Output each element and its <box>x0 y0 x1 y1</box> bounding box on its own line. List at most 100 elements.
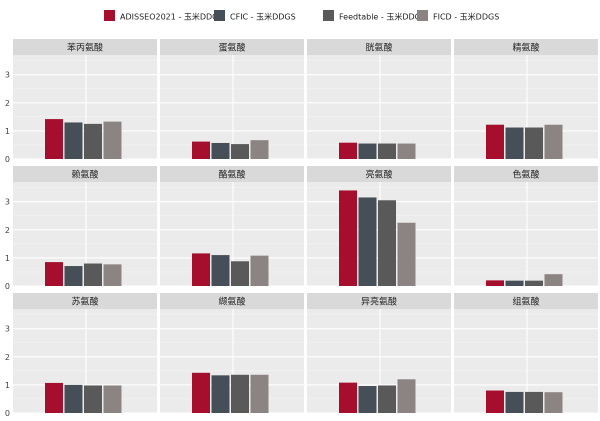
bar <box>544 274 563 286</box>
bar <box>250 374 269 413</box>
panel-strip <box>13 293 157 309</box>
facet-panel: 赖氨酸 0 1 2 3 <box>5 166 157 291</box>
y-tick-label: 2 <box>5 99 10 108</box>
bar <box>378 385 396 413</box>
bar <box>505 127 524 159</box>
panel-strip <box>307 293 451 309</box>
panel-title: 赖氨酸 <box>71 169 98 181</box>
legend-label: ADISSEO2021 - 玉米DDGS <box>120 12 223 22</box>
facet-panel: 苏氨酸 0 1 2 3 <box>5 293 157 418</box>
facet-panel: 色氨酸 <box>454 166 598 287</box>
panel-title: 蛋氨酸 <box>218 42 245 54</box>
y-tick-label: 0 <box>5 409 10 418</box>
bar <box>192 253 210 286</box>
bar <box>45 382 63 413</box>
y-tick-label: 3 <box>5 198 10 207</box>
facet-panel: 组氨酸 <box>454 293 598 414</box>
panel-strip <box>307 166 451 182</box>
legend: ADISSEO2021 - 玉米DDGS CFIC - 玉米DDGS Feedtab… <box>104 10 499 22</box>
bar <box>505 280 524 286</box>
bar <box>397 143 416 159</box>
bar <box>64 122 83 159</box>
y-tick-label: 1 <box>5 381 10 390</box>
bar <box>231 144 249 159</box>
bar <box>378 200 396 286</box>
legend-swatch <box>323 10 334 21</box>
legend-item: Feedtable - 玉米DDGS <box>323 10 426 22</box>
facet-panel: 异亮氨酸 <box>307 293 451 414</box>
panel-strip <box>160 166 304 182</box>
bar <box>192 141 210 159</box>
bar <box>525 391 543 413</box>
legend-label: FICD - 玉米DDGS <box>433 12 499 22</box>
bar <box>84 385 102 413</box>
legend-item: FICD - 玉米DDGS <box>417 10 499 22</box>
y-tick-label: 2 <box>5 353 10 362</box>
facet-panel: 蛋氨酸 <box>160 39 304 160</box>
bar <box>84 263 102 286</box>
legend-swatch <box>214 10 225 21</box>
bar <box>378 143 396 159</box>
panel-title: 缬氨酸 <box>218 296 245 308</box>
legend-item: ADISSEO2021 - 玉米DDGS <box>104 10 223 22</box>
bar <box>231 261 249 286</box>
plot-background <box>454 182 598 286</box>
y-tick-label: 3 <box>5 71 10 80</box>
y-tick-label: 1 <box>5 127 10 136</box>
legend-label: Feedtable - 玉米DDGS <box>339 12 426 22</box>
bar <box>358 143 377 159</box>
bar <box>339 382 357 413</box>
bar <box>486 124 504 159</box>
bar <box>211 375 230 413</box>
plot-background <box>160 55 304 159</box>
bar <box>525 280 543 286</box>
bar <box>486 280 504 286</box>
bar <box>250 140 269 159</box>
bar <box>358 197 377 286</box>
panel-strip <box>454 293 598 309</box>
bar <box>339 142 357 159</box>
legend-item: CFIC - 玉米DDGS <box>214 10 296 22</box>
y-tick-label: 2 <box>5 226 10 235</box>
bar <box>192 372 210 413</box>
bar <box>250 255 269 286</box>
legend-swatch <box>417 10 428 21</box>
bar <box>544 124 563 159</box>
facet-panel: 酪氨酸 <box>160 166 304 287</box>
facet-panel: 胱氨酸 <box>307 39 451 160</box>
bar <box>358 386 377 413</box>
y-tick-label: 3 <box>5 325 10 334</box>
bar <box>397 222 416 286</box>
panel-title: 色氨酸 <box>512 169 539 181</box>
bar <box>45 262 63 286</box>
panel-title: 苯丙氨酸 <box>67 42 103 54</box>
bar <box>525 127 543 159</box>
panel-strip <box>454 166 598 182</box>
legend-label: CFIC - 玉米DDGS <box>230 12 296 22</box>
legend-swatch <box>104 10 115 21</box>
bar <box>231 374 249 413</box>
panel-strip <box>160 293 304 309</box>
bar <box>103 385 122 413</box>
y-tick-label: 0 <box>5 155 10 164</box>
facet-panel: 缬氨酸 <box>160 293 304 414</box>
panel-title: 苏氨酸 <box>71 296 98 308</box>
panel-strip <box>13 166 157 182</box>
bar <box>486 390 504 413</box>
bar <box>544 392 563 413</box>
facet-panel: 苯丙氨酸 0 1 2 3 <box>5 39 157 164</box>
bar <box>339 190 357 286</box>
panel-strip <box>13 39 157 55</box>
plot-background <box>307 55 451 159</box>
panel-title: 胱氨酸 <box>365 42 392 54</box>
panel-title: 异亮氨酸 <box>361 296 397 308</box>
facet-panel: 精氨酸 <box>454 39 598 160</box>
panel-title: 精氨酸 <box>512 42 539 54</box>
bar <box>505 391 524 413</box>
panel-strip <box>307 39 451 55</box>
panel-title: 组氨酸 <box>512 296 539 308</box>
panel-strip <box>454 39 598 55</box>
bar <box>84 123 102 159</box>
